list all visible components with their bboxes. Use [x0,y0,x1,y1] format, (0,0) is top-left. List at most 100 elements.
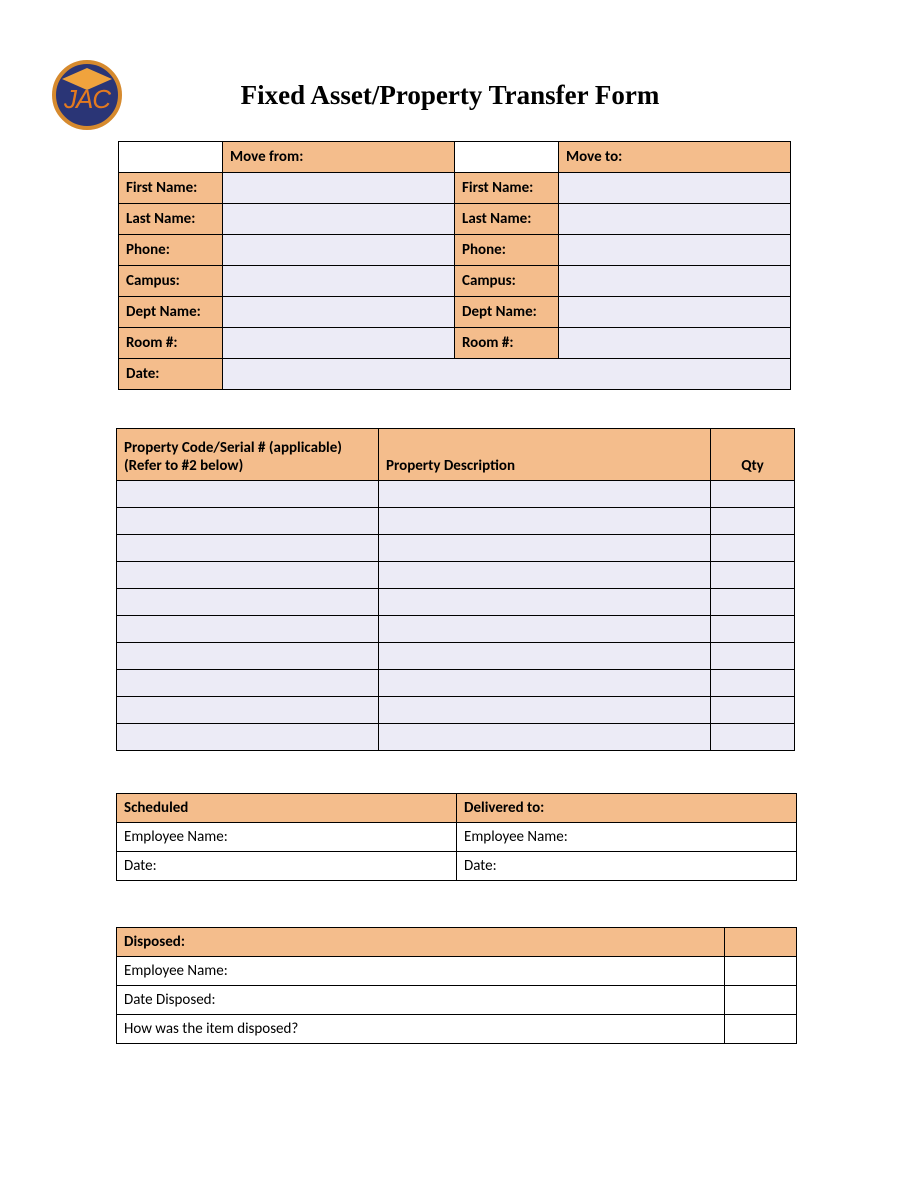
how-disposed-label[interactable]: How was the item disposed? [117,1015,725,1044]
code-field[interactable] [117,562,379,589]
date-disposed-extra[interactable] [725,986,797,1015]
qty-field[interactable] [711,535,795,562]
scheduled-date-label[interactable]: Date: [117,852,457,881]
property-description-header: Property Description [379,429,711,481]
table-row: Room #: Room #: [119,328,791,359]
property-code-header-line1: Property Code/Serial # (applicable) [124,439,342,457]
code-field[interactable] [117,724,379,751]
last-name-to-label: Last Name: [455,204,559,235]
desc-field[interactable] [379,643,711,670]
dept-from-field[interactable] [223,297,455,328]
table-row [117,724,795,751]
code-field[interactable] [117,697,379,724]
phone-from-field[interactable] [223,235,455,266]
table-row: Scheduled Delivered to: [117,794,797,823]
room-from-field[interactable] [223,328,455,359]
last-name-to-field[interactable] [559,204,791,235]
qty-field[interactable] [711,670,795,697]
qty-header: Qty [711,429,795,481]
table-row: Date Disposed: [117,986,797,1015]
table-row [117,697,795,724]
delivered-date-label[interactable]: Date: [457,852,797,881]
page-title: Fixed Asset/Property Transfer Form [60,80,840,111]
table-row [117,643,795,670]
move-to-header: Move to: [559,142,791,173]
campus-from-label: Campus: [119,266,223,297]
logo: JAC [52,60,122,130]
table-row: Date: [119,359,791,390]
disposed-header-extra [725,928,797,957]
table-row [117,589,795,616]
code-field[interactable] [117,643,379,670]
desc-field[interactable] [379,562,711,589]
first-name-from-label: First Name: [119,173,223,204]
table-row [117,535,795,562]
first-name-to-label: First Name: [455,173,559,204]
qty-field[interactable] [711,508,795,535]
table-row: Date: Date: [117,852,797,881]
room-to-label: Room #: [455,328,559,359]
qty-field[interactable] [711,697,795,724]
qty-field[interactable] [711,481,795,508]
date-field[interactable] [223,359,791,390]
code-field[interactable] [117,670,379,697]
last-name-from-label: Last Name: [119,204,223,235]
code-field[interactable] [117,589,379,616]
delivered-header: Delivered to: [457,794,797,823]
campus-from-field[interactable] [223,266,455,297]
qty-field[interactable] [711,643,795,670]
desc-field[interactable] [379,697,711,724]
table-row [117,616,795,643]
logo-circle-icon: JAC [52,60,122,130]
last-name-from-field[interactable] [223,204,455,235]
desc-field[interactable] [379,724,711,751]
desc-field[interactable] [379,535,711,562]
disposed-employee-extra[interactable] [725,957,797,986]
room-to-field[interactable] [559,328,791,359]
table-row: Employee Name: [117,957,797,986]
qty-field[interactable] [711,724,795,751]
page: JAC Fixed Asset/Property Transfer Form M… [0,0,900,1200]
blank-cell [119,142,223,173]
date-disposed-label[interactable]: Date Disposed: [117,986,725,1015]
desc-field[interactable] [379,670,711,697]
blank-cell [455,142,559,173]
disposed-employee-label[interactable]: Employee Name: [117,957,725,986]
property-code-header: Property Code/Serial # (applicable) (Ref… [117,429,379,481]
first-name-from-field[interactable] [223,173,455,204]
table-row: Employee Name: Employee Name: [117,823,797,852]
desc-field[interactable] [379,481,711,508]
delivered-employee-label[interactable]: Employee Name: [457,823,797,852]
date-label: Date: [119,359,223,390]
code-field[interactable] [117,508,379,535]
qty-field[interactable] [711,562,795,589]
dept-to-label: Dept Name: [455,297,559,328]
campus-to-field[interactable] [559,266,791,297]
qty-field[interactable] [711,616,795,643]
code-field[interactable] [117,616,379,643]
phone-to-field[interactable] [559,235,791,266]
scheduled-header: Scheduled [117,794,457,823]
table-row [117,562,795,589]
logo-text: JAC [64,84,110,115]
phone-to-label: Phone: [455,235,559,266]
table-row [117,481,795,508]
desc-field[interactable] [379,616,711,643]
table-row: Move from: Move to: [119,142,791,173]
campus-to-label: Campus: [455,266,559,297]
table-row: How was the item disposed? [117,1015,797,1044]
how-disposed-extra[interactable] [725,1015,797,1044]
first-name-to-field[interactable] [559,173,791,204]
scheduled-employee-label[interactable]: Employee Name: [117,823,457,852]
qty-field[interactable] [711,589,795,616]
table-row: Phone: Phone: [119,235,791,266]
property-list-table: Property Code/Serial # (applicable) (Ref… [116,428,795,751]
desc-field[interactable] [379,589,711,616]
table-row [117,670,795,697]
disposed-header: Disposed: [117,928,725,957]
desc-field[interactable] [379,508,711,535]
table-row: First Name: First Name: [119,173,791,204]
dept-to-field[interactable] [559,297,791,328]
code-field[interactable] [117,535,379,562]
code-field[interactable] [117,481,379,508]
